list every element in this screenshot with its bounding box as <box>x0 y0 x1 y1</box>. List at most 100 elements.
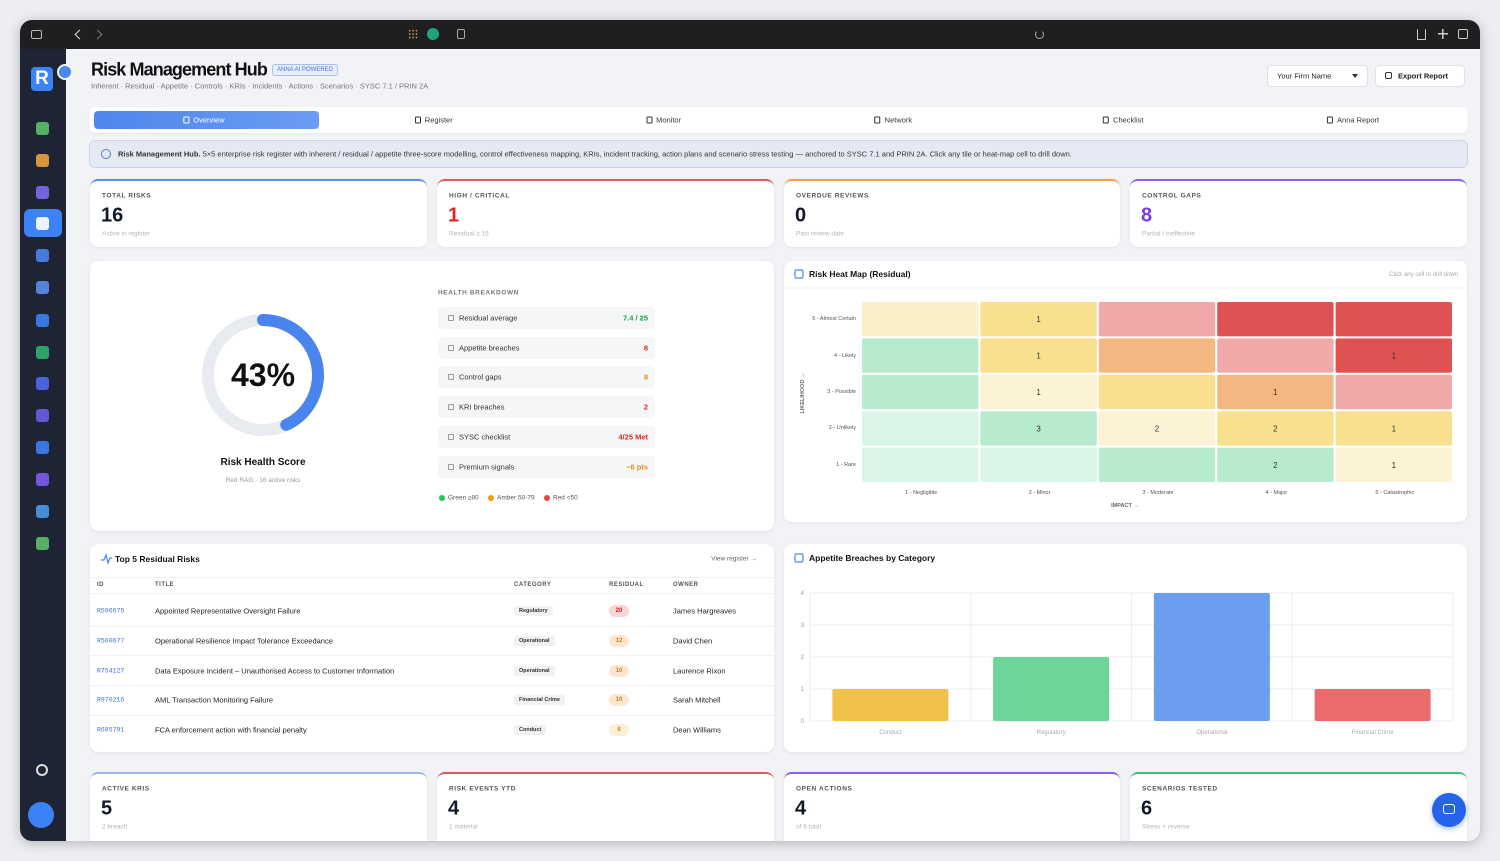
logo[interactable]: R <box>31 67 53 91</box>
sidebar-item[interactable] <box>36 249 49 262</box>
risk-category: Operational <box>514 635 555 646</box>
sidebar-item[interactable] <box>36 473 49 486</box>
breakdown-value: −6 pts <box>626 462 648 471</box>
legend-dot <box>544 495 550 501</box>
tabs-overview-icon[interactable] <box>1458 29 1468 39</box>
tab[interactable]: Anna Report <box>1327 116 1379 125</box>
kpi-label: RISK EVENTS YTD <box>449 785 517 793</box>
export-button[interactable] <box>1375 65 1465 87</box>
kpi-card <box>784 772 1120 841</box>
risk-id[interactable]: R754127 <box>97 667 125 674</box>
tab[interactable]: Checklist <box>1103 116 1143 125</box>
health-panel <box>90 261 774 531</box>
sidebar-item[interactable] <box>36 217 49 230</box>
sidebar-item[interactable] <box>36 377 49 390</box>
column-header: ID <box>97 582 104 588</box>
risk-id[interactable]: R970216 <box>97 696 125 704</box>
breakdown-value: 8 <box>643 343 648 353</box>
sidebar-item[interactable] <box>36 122 49 135</box>
breakdown-label: Residual average <box>459 313 518 323</box>
tab-icon <box>414 116 421 124</box>
firm-select[interactable] <box>1267 65 1368 87</box>
tab-label[interactable]: Monitor <box>656 115 682 125</box>
breakdown-value: 7.4 / 25 <box>622 313 648 323</box>
kpi-value: 1 <box>448 204 460 227</box>
tab[interactable]: Overview <box>183 115 225 125</box>
tab[interactable]: Register <box>414 115 453 125</box>
risk-id[interactable]: R596675 <box>97 607 125 615</box>
tab[interactable]: Network <box>874 115 913 125</box>
legend-dot <box>488 495 494 501</box>
icon <box>1385 72 1392 79</box>
kpi-note: Active in register <box>102 230 151 238</box>
sidebar-item[interactable] <box>36 537 49 550</box>
sidebar-item[interactable] <box>36 186 49 199</box>
row-icon <box>448 433 454 440</box>
theme-toggle[interactable] <box>36 764 48 776</box>
kpi-card <box>784 179 1120 247</box>
sidebar-item[interactable] <box>36 346 49 359</box>
kpi-label: OPEN ACTIONS <box>796 785 853 793</box>
risk-title: Appointed Representative Oversight Failu… <box>155 606 301 616</box>
row-icon <box>448 315 454 321</box>
sidebar-toggle[interactable] <box>31 30 42 39</box>
user-avatar[interactable] <box>28 802 54 828</box>
kpi-value: 5 <box>101 797 113 820</box>
breakdown-value: 8 <box>643 372 648 382</box>
legend-label: Red <50 <box>553 494 578 502</box>
breakdown-label: Premium signals <box>459 462 515 471</box>
tab-label[interactable]: Register <box>424 115 453 125</box>
sidebar-item[interactable] <box>36 314 49 327</box>
column-header: TITLE <box>155 582 175 588</box>
tab-label[interactable]: Anna Report <box>1337 115 1380 125</box>
chat-button[interactable] <box>1432 793 1466 827</box>
tab-label[interactable]: Network <box>884 115 913 125</box>
browser-toolbar <box>20 20 1480 49</box>
sidebar-item[interactable] <box>36 154 49 167</box>
row-icon <box>448 463 454 470</box>
view-register-link[interactable]: View register → <box>711 555 757 563</box>
column-header: OWNER <box>673 582 699 588</box>
risk-title: FCA enforcement action with financial pe… <box>155 725 307 735</box>
bar-panel <box>784 544 1467 752</box>
sidebar-expand[interactable] <box>57 64 73 80</box>
column-header: RESIDUAL <box>609 582 644 588</box>
table-title: Top 5 Residual Risks <box>115 554 200 564</box>
kpi-label: TOTAL RISKS <box>102 192 152 200</box>
forward-button[interactable] <box>92 29 103 40</box>
sidebar-item[interactable] <box>36 281 49 294</box>
kpi-note: Stress + reverse <box>1142 823 1190 831</box>
kpi-card <box>90 179 427 247</box>
extension-icon[interactable] <box>427 28 439 40</box>
tab-icon <box>183 116 190 124</box>
tab-icon[interactable] <box>457 29 465 39</box>
apps-icon[interactable] <box>408 29 418 39</box>
kpi-card <box>1130 179 1467 247</box>
sidebar-item[interactable] <box>36 505 49 518</box>
share-icon[interactable] <box>1417 29 1426 40</box>
tab-active[interactable] <box>94 111 319 129</box>
risk-id[interactable]: R560677 <box>97 637 125 645</box>
kpi-card <box>1130 772 1467 841</box>
sidebar-item[interactable] <box>36 441 49 454</box>
breakdown-row <box>438 425 655 448</box>
column-header: CATEGORY <box>514 582 552 588</box>
sidebar-item[interactable] <box>36 409 49 422</box>
back-button[interactable] <box>74 29 85 40</box>
tab-label[interactable]: Checklist <box>1113 115 1144 125</box>
risk-owner: David Chen <box>673 636 713 646</box>
kpi-note: 2 breach <box>102 823 128 831</box>
kpi-card <box>437 179 774 247</box>
risk-id[interactable]: R685791 <box>97 726 125 734</box>
residual-badge: 10 <box>609 664 629 677</box>
risk-category: Operational <box>514 665 555 676</box>
kpi-value: 4 <box>448 797 460 820</box>
row-divider <box>90 714 774 716</box>
row-label: 1 - Rare <box>836 461 856 468</box>
tab[interactable]: Monitor <box>646 116 681 125</box>
row-label: 3 - Possible <box>827 388 856 395</box>
breakdown-label: Control gaps <box>459 372 502 382</box>
reload-icon[interactable] <box>1035 30 1044 39</box>
tab-label[interactable]: Overview <box>193 115 225 125</box>
new-tab-icon[interactable] <box>1438 29 1448 39</box>
